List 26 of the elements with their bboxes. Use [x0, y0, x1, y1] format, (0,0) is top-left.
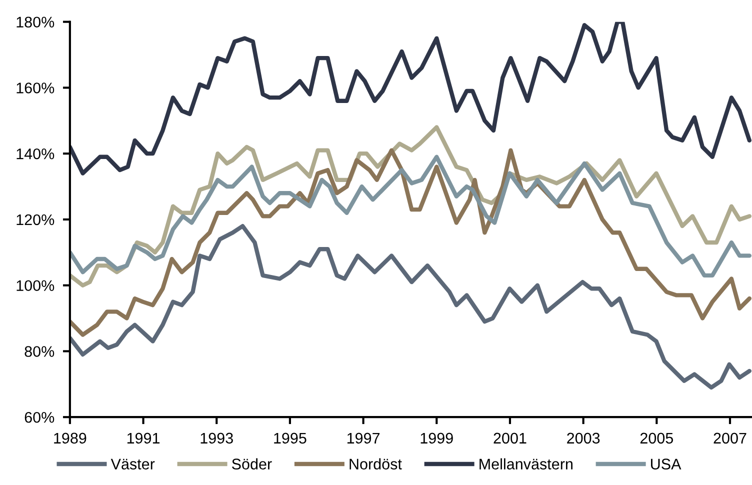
x-tick-label: 2001 [494, 432, 526, 444]
legend-label: Nordöst [350, 458, 402, 470]
legend-label: USA [651, 458, 682, 470]
x-tick-label: 1999 [420, 432, 453, 444]
line-series [70, 224, 752, 390]
line-series [70, 148, 752, 337]
x-tick-label: 2005 [640, 432, 674, 444]
x-tick-label: 2007 [714, 432, 746, 444]
x-tick-label: 2003 [567, 432, 600, 444]
y-tick-label: 120% [16, 214, 54, 226]
legend-label: Söder [232, 458, 272, 470]
y-tick-label: 180% [16, 16, 54, 28]
legend-label: Mellanvästern [480, 458, 572, 470]
line-series [70, 154, 752, 278]
line-series [70, 22, 752, 176]
y-tick-label: 140% [16, 148, 54, 160]
y-tick-label: 160% [16, 82, 54, 94]
y-tick-label: 100% [16, 280, 54, 292]
legend-label: Väster [110, 458, 155, 470]
y-tick-label: 60% [24, 412, 54, 423]
x-tick-label: 1991 [127, 432, 160, 444]
x-tick-label: 1995 [274, 432, 306, 444]
x-tick-label: 1997 [347, 432, 380, 444]
y-tick-label: 80% [24, 346, 54, 357]
x-tick-label: 1993 [200, 432, 233, 444]
x-tick-label: 1989 [54, 432, 86, 444]
